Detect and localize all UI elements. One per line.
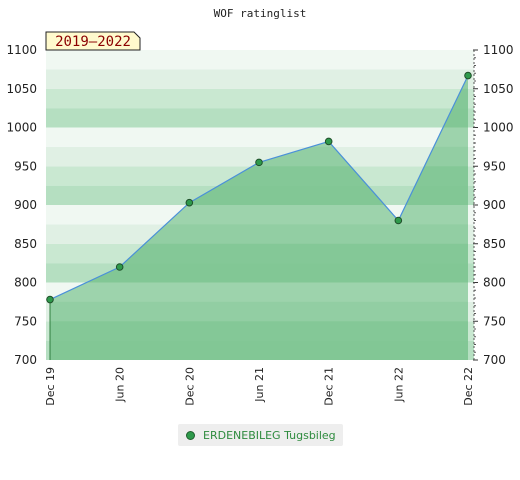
background-band: [46, 50, 474, 70]
x-tick-label: Jun 22: [392, 367, 405, 403]
period-badge: 2019–2022: [45, 31, 141, 51]
background-band: [46, 127, 474, 147]
y-tick-label-left: 700: [14, 353, 37, 367]
y-tick-label-right: 950: [483, 159, 506, 173]
y-tick-label-right: 1000: [483, 121, 514, 135]
area-fill: [50, 75, 468, 360]
y-tick-label-right: 850: [483, 237, 506, 251]
y-tick-label-left: 850: [14, 237, 37, 251]
y-tick-label-right: 800: [483, 276, 506, 290]
series-area: [50, 75, 468, 360]
legend: ERDENEBILEG Tugsbileg: [178, 424, 343, 446]
y-tick-label-right: 1100: [483, 43, 514, 57]
background-band: [46, 69, 474, 89]
y-tick-label-right: 900: [483, 198, 506, 212]
x-tick-label: Dec 20: [183, 367, 196, 406]
area-band: [50, 301, 468, 322]
legend-marker-icon: [186, 430, 195, 440]
data-point: [464, 71, 472, 80]
x-tick-label: Jun 20: [114, 367, 127, 403]
y-tick-label-left: 950: [14, 159, 37, 173]
data-point: [46, 295, 54, 304]
y-tick-label-right: 1050: [483, 82, 514, 96]
background-band: [46, 88, 474, 109]
x-tick-label: Dec 22: [462, 367, 475, 406]
x-tick-label: Jun 21: [253, 367, 266, 403]
chart-title: WOF ratinglist: [214, 7, 307, 20]
y-tick-label-left: 1050: [6, 82, 37, 96]
data-point: [324, 137, 333, 146]
period-badge-label: 2019–2022: [55, 34, 131, 50]
data-point: [185, 198, 194, 207]
y-tick-label-left: 1100: [6, 43, 37, 57]
background-band: [46, 108, 474, 128]
y-tick-label-left: 750: [14, 314, 37, 328]
data-point: [255, 158, 263, 167]
y-tick-label-left: 800: [14, 276, 37, 290]
x-tick-label: Dec 19: [44, 367, 57, 406]
y-tick-label-right: 700: [483, 353, 506, 367]
y-axis-left: 700 750 800 850 900 950 1000 1050 1100: [6, 43, 37, 367]
background-band: [46, 146, 474, 167]
data-point: [394, 216, 403, 225]
series-markers: [46, 71, 472, 304]
area-band: [50, 282, 468, 302]
x-axis: Dec 19 Jun 20 Dec 20 Jun 21 Dec 21 Jun 22 Dec …: [44, 367, 475, 406]
x-tick-label: Dec 21: [323, 367, 336, 406]
legend-series-label: ERDENEBILEG Tugsbileg: [203, 428, 336, 442]
y-tick-label-left: 900: [14, 198, 37, 212]
data-point: [115, 263, 124, 271]
y-tick-label-right: 750: [483, 314, 506, 328]
y-tick-label-left: 1000: [6, 121, 37, 135]
y-axis-right: 700 750 800 850 900 950 1000 1050 1100: [473, 43, 514, 367]
